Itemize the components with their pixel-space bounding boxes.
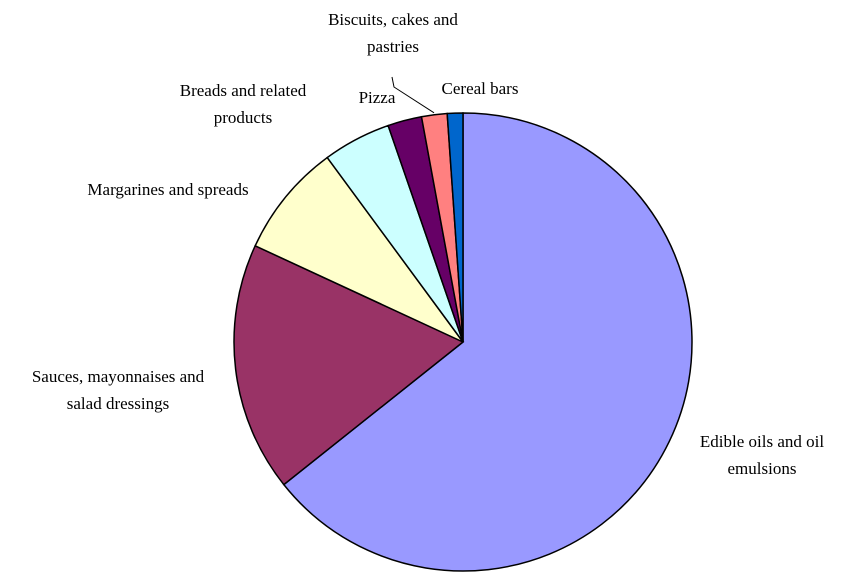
- leader-line-biscuits-cakes-and-pastries: [391, 76, 435, 114]
- slice-label-cereal-bars: Cereal bars: [442, 79, 519, 98]
- slice-label-pizza: Pizza: [359, 88, 396, 107]
- slice-label-breads-and-related-products: Breads and related products: [180, 81, 307, 127]
- slice-label-biscuits-cakes-and-pastries: Biscuits, cakes and pastries: [328, 10, 458, 56]
- leader-lines: [391, 76, 435, 114]
- slice-label-edible-oils-and-oil-emulsions: Edible oils and oil emulsions: [700, 432, 824, 478]
- pie-slice-cereal-bars: [446, 112, 464, 343]
- pie-slice-margarines-and-spreads: [254, 156, 464, 343]
- pie-slice-sauces-mayonnaises-and-salad-dressings: [233, 244, 465, 486]
- slice-label-sauces-mayonnaises-and-salad-dressings: Sauces, mayonnaises and salad dressings: [32, 367, 205, 413]
- slice-label-margarines-and-spreads: Margarines and spreads: [87, 180, 248, 199]
- pie-slice-edible-oils-and-oil-emulsions: [282, 112, 693, 572]
- pie-slices: [233, 112, 693, 572]
- slice-labels: Edible oils and oil emulsions Sauces, mayo…: [32, 10, 825, 478]
